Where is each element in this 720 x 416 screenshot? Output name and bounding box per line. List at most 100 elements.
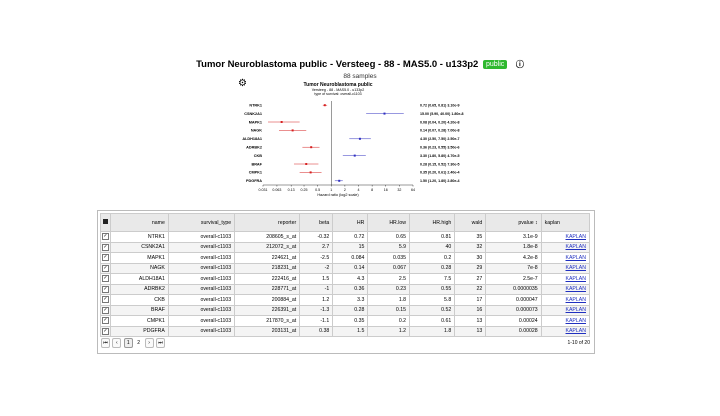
cell-hr-high: 0.28 bbox=[409, 262, 456, 274]
row-checkbox[interactable] bbox=[100, 241, 111, 253]
page-1-button[interactable]: 1 bbox=[123, 338, 133, 348]
kaplan-link[interactable]: KAPLAN bbox=[565, 254, 586, 261]
kaplan-link[interactable]: KAPLAN bbox=[565, 233, 586, 240]
table-row[interactable]: CSNK2A1overall-c1103212072_s_at2.7155.94… bbox=[100, 241, 591, 253]
info-circle-icon[interactable]: ⓘ bbox=[515, 60, 524, 69]
page-title-row: Tumor Neuroblastoma public - Versteeg - … bbox=[0, 59, 720, 70]
cell-reporter: 212072_s_at bbox=[234, 241, 301, 253]
table-row[interactable]: BRAFoverall-c1103226391_at-1.30.280.150.… bbox=[100, 304, 591, 316]
hr-value-label: 0.14 (0.07, 0.28) 7.00e-8 bbox=[420, 129, 460, 133]
cell-pvalue: 3.1e-9 bbox=[485, 231, 542, 243]
cell-hr: 0.72 bbox=[332, 231, 369, 243]
table-row[interactable]: NTRK1overall-c1103208605_s_at-0.320.720.… bbox=[100, 231, 591, 243]
cell-hr-low: 0.15 bbox=[367, 304, 411, 316]
cell-survival-type: overall-c1103 bbox=[167, 294, 236, 306]
cell-reporter: 200884_at bbox=[234, 294, 301, 306]
col-header-hr-high[interactable]: HR.high bbox=[409, 213, 456, 232]
hr-point bbox=[383, 112, 386, 115]
cell-survival-type: overall-c1103 bbox=[167, 231, 236, 243]
col-header-pvalue[interactable]: pvalue ↕ bbox=[485, 213, 542, 232]
cell-reporter: 222416_at bbox=[234, 273, 301, 285]
cell-survival-type: overall-c1103 bbox=[167, 304, 236, 316]
cell-wald: 17 bbox=[454, 294, 487, 306]
cell-name: ADRBK2 bbox=[110, 283, 169, 295]
row-checkbox[interactable] bbox=[100, 252, 111, 264]
cell-hr: 0.28 bbox=[332, 304, 369, 316]
cell-pvalue: 4.2e-8 bbox=[485, 252, 542, 264]
sample-count: 88 samples bbox=[343, 73, 377, 80]
col-header-hr[interactable]: HR bbox=[332, 213, 369, 232]
table-row[interactable]: NAGKoverall-c1103218231_at-20.140.0670.2… bbox=[100, 262, 591, 274]
x-axis-label: Hazard ratio (log2 scale) bbox=[317, 193, 359, 197]
page-2-button[interactable]: 2 bbox=[137, 340, 141, 346]
table-row[interactable]: MAPK1overall-c1103224621_at-2.50.0840.03… bbox=[100, 252, 591, 264]
col-header-hr-low[interactable]: HR.low bbox=[367, 213, 411, 232]
x-tick-label: 8 bbox=[371, 188, 373, 192]
cell-hr-low: 1.2 bbox=[367, 325, 411, 337]
row-count: 1-10 of 20 bbox=[567, 340, 590, 346]
cell-survival-type: overall-c1103 bbox=[167, 315, 236, 327]
first-page-button[interactable]: ⏮ bbox=[101, 338, 110, 348]
pagination: ⏮ ‹ 1 2 › ⏭ bbox=[101, 338, 166, 348]
cell-beta: -2 bbox=[299, 262, 334, 274]
cell-hr-high: 0.52 bbox=[409, 304, 456, 316]
kaplan-link[interactable]: KAPLAN bbox=[565, 307, 586, 314]
kaplan-cell: KAPLAN bbox=[540, 231, 591, 243]
col-header-kaplan[interactable]: kaplan bbox=[540, 213, 591, 232]
col-header-beta[interactable]: beta bbox=[299, 213, 334, 232]
kaplan-cell: KAPLAN bbox=[540, 241, 591, 253]
col-header-reporter[interactable]: reporter bbox=[234, 213, 301, 232]
row-checkbox[interactable] bbox=[100, 262, 111, 274]
row-checkbox[interactable] bbox=[100, 325, 111, 337]
row-checkbox[interactable] bbox=[100, 283, 111, 295]
kaplan-link[interactable]: KAPLAN bbox=[565, 244, 586, 251]
cell-beta: -2.5 bbox=[299, 252, 334, 264]
col-header-name[interactable]: name bbox=[110, 213, 169, 232]
next-page-button[interactable]: › bbox=[144, 338, 154, 348]
table-row[interactable]: CKBoverall-c1103200884_at1.23.31.85.8170… bbox=[100, 294, 591, 306]
cell-hr-low: 1.8 bbox=[367, 294, 411, 306]
cell-reporter: 218231_at bbox=[234, 262, 301, 274]
hr-point bbox=[280, 121, 283, 123]
cell-name: MAPK1 bbox=[110, 252, 169, 264]
hr-point bbox=[338, 179, 341, 182]
select-all-checkbox[interactable] bbox=[100, 213, 111, 232]
table-row[interactable]: ADRBK2overall-c1103228771_at-10.360.230.… bbox=[100, 283, 591, 295]
kaplan-link[interactable]: KAPLAN bbox=[565, 296, 586, 303]
kaplan-link[interactable]: KAPLAN bbox=[565, 275, 586, 282]
cell-name: BRAF bbox=[110, 304, 169, 316]
kaplan-link[interactable]: KAPLAN bbox=[565, 286, 586, 293]
row-checkbox[interactable] bbox=[100, 273, 111, 285]
cell-wald: 29 bbox=[454, 262, 487, 274]
row-checkbox[interactable] bbox=[100, 231, 111, 243]
gear-icon[interactable]: ⚙ bbox=[238, 78, 247, 89]
cell-name: CSNK2A1 bbox=[110, 241, 169, 253]
row-checkbox[interactable] bbox=[100, 294, 111, 306]
table-header-row: name survival_type reporter beta HR HR.l… bbox=[100, 213, 591, 232]
row-checkbox[interactable] bbox=[100, 315, 111, 327]
kaplan-link[interactable]: KAPLAN bbox=[565, 328, 586, 335]
kaplan-link[interactable]: KAPLAN bbox=[565, 265, 586, 272]
row-checkbox[interactable] bbox=[100, 304, 111, 316]
cell-pvalue: 0.00024 bbox=[485, 315, 542, 327]
col-header-wald[interactable]: wald bbox=[454, 213, 487, 232]
last-page-button[interactable]: ⏭ bbox=[155, 338, 165, 348]
chart-title: Tumor Neuroblastoma public bbox=[303, 82, 372, 88]
cell-reporter: 228771_at bbox=[234, 283, 301, 295]
hr-point bbox=[358, 137, 361, 140]
kaplan-link[interactable]: KAPLAN bbox=[565, 317, 586, 324]
table-row[interactable]: ALDH18A1overall-c1103222416_at1.54.32.57… bbox=[100, 273, 591, 285]
cell-reporter: 224621_at bbox=[234, 252, 301, 264]
prev-page-button[interactable]: ‹ bbox=[112, 338, 122, 348]
cell-hr: 0.084 bbox=[332, 252, 369, 264]
cell-beta: -1 bbox=[299, 283, 334, 295]
cell-hr-high: 0.81 bbox=[409, 231, 456, 243]
hr-point bbox=[323, 104, 326, 107]
cell-hr-low: 0.035 bbox=[367, 252, 411, 264]
hr-value-label: 0.72 (0.65, 0.81) 3.10e-9 bbox=[420, 104, 460, 108]
cell-hr-high: 0.2 bbox=[409, 252, 456, 264]
cell-hr: 1.5 bbox=[332, 325, 369, 337]
table-row[interactable]: PDGFRAoverall-c1103203131_at0.381.51.21.… bbox=[100, 325, 591, 337]
table-row[interactable]: CMPK1overall-c1103217870_s_at-1.10.350.2… bbox=[100, 315, 591, 327]
col-header-survival-type[interactable]: survival_type bbox=[167, 213, 236, 232]
